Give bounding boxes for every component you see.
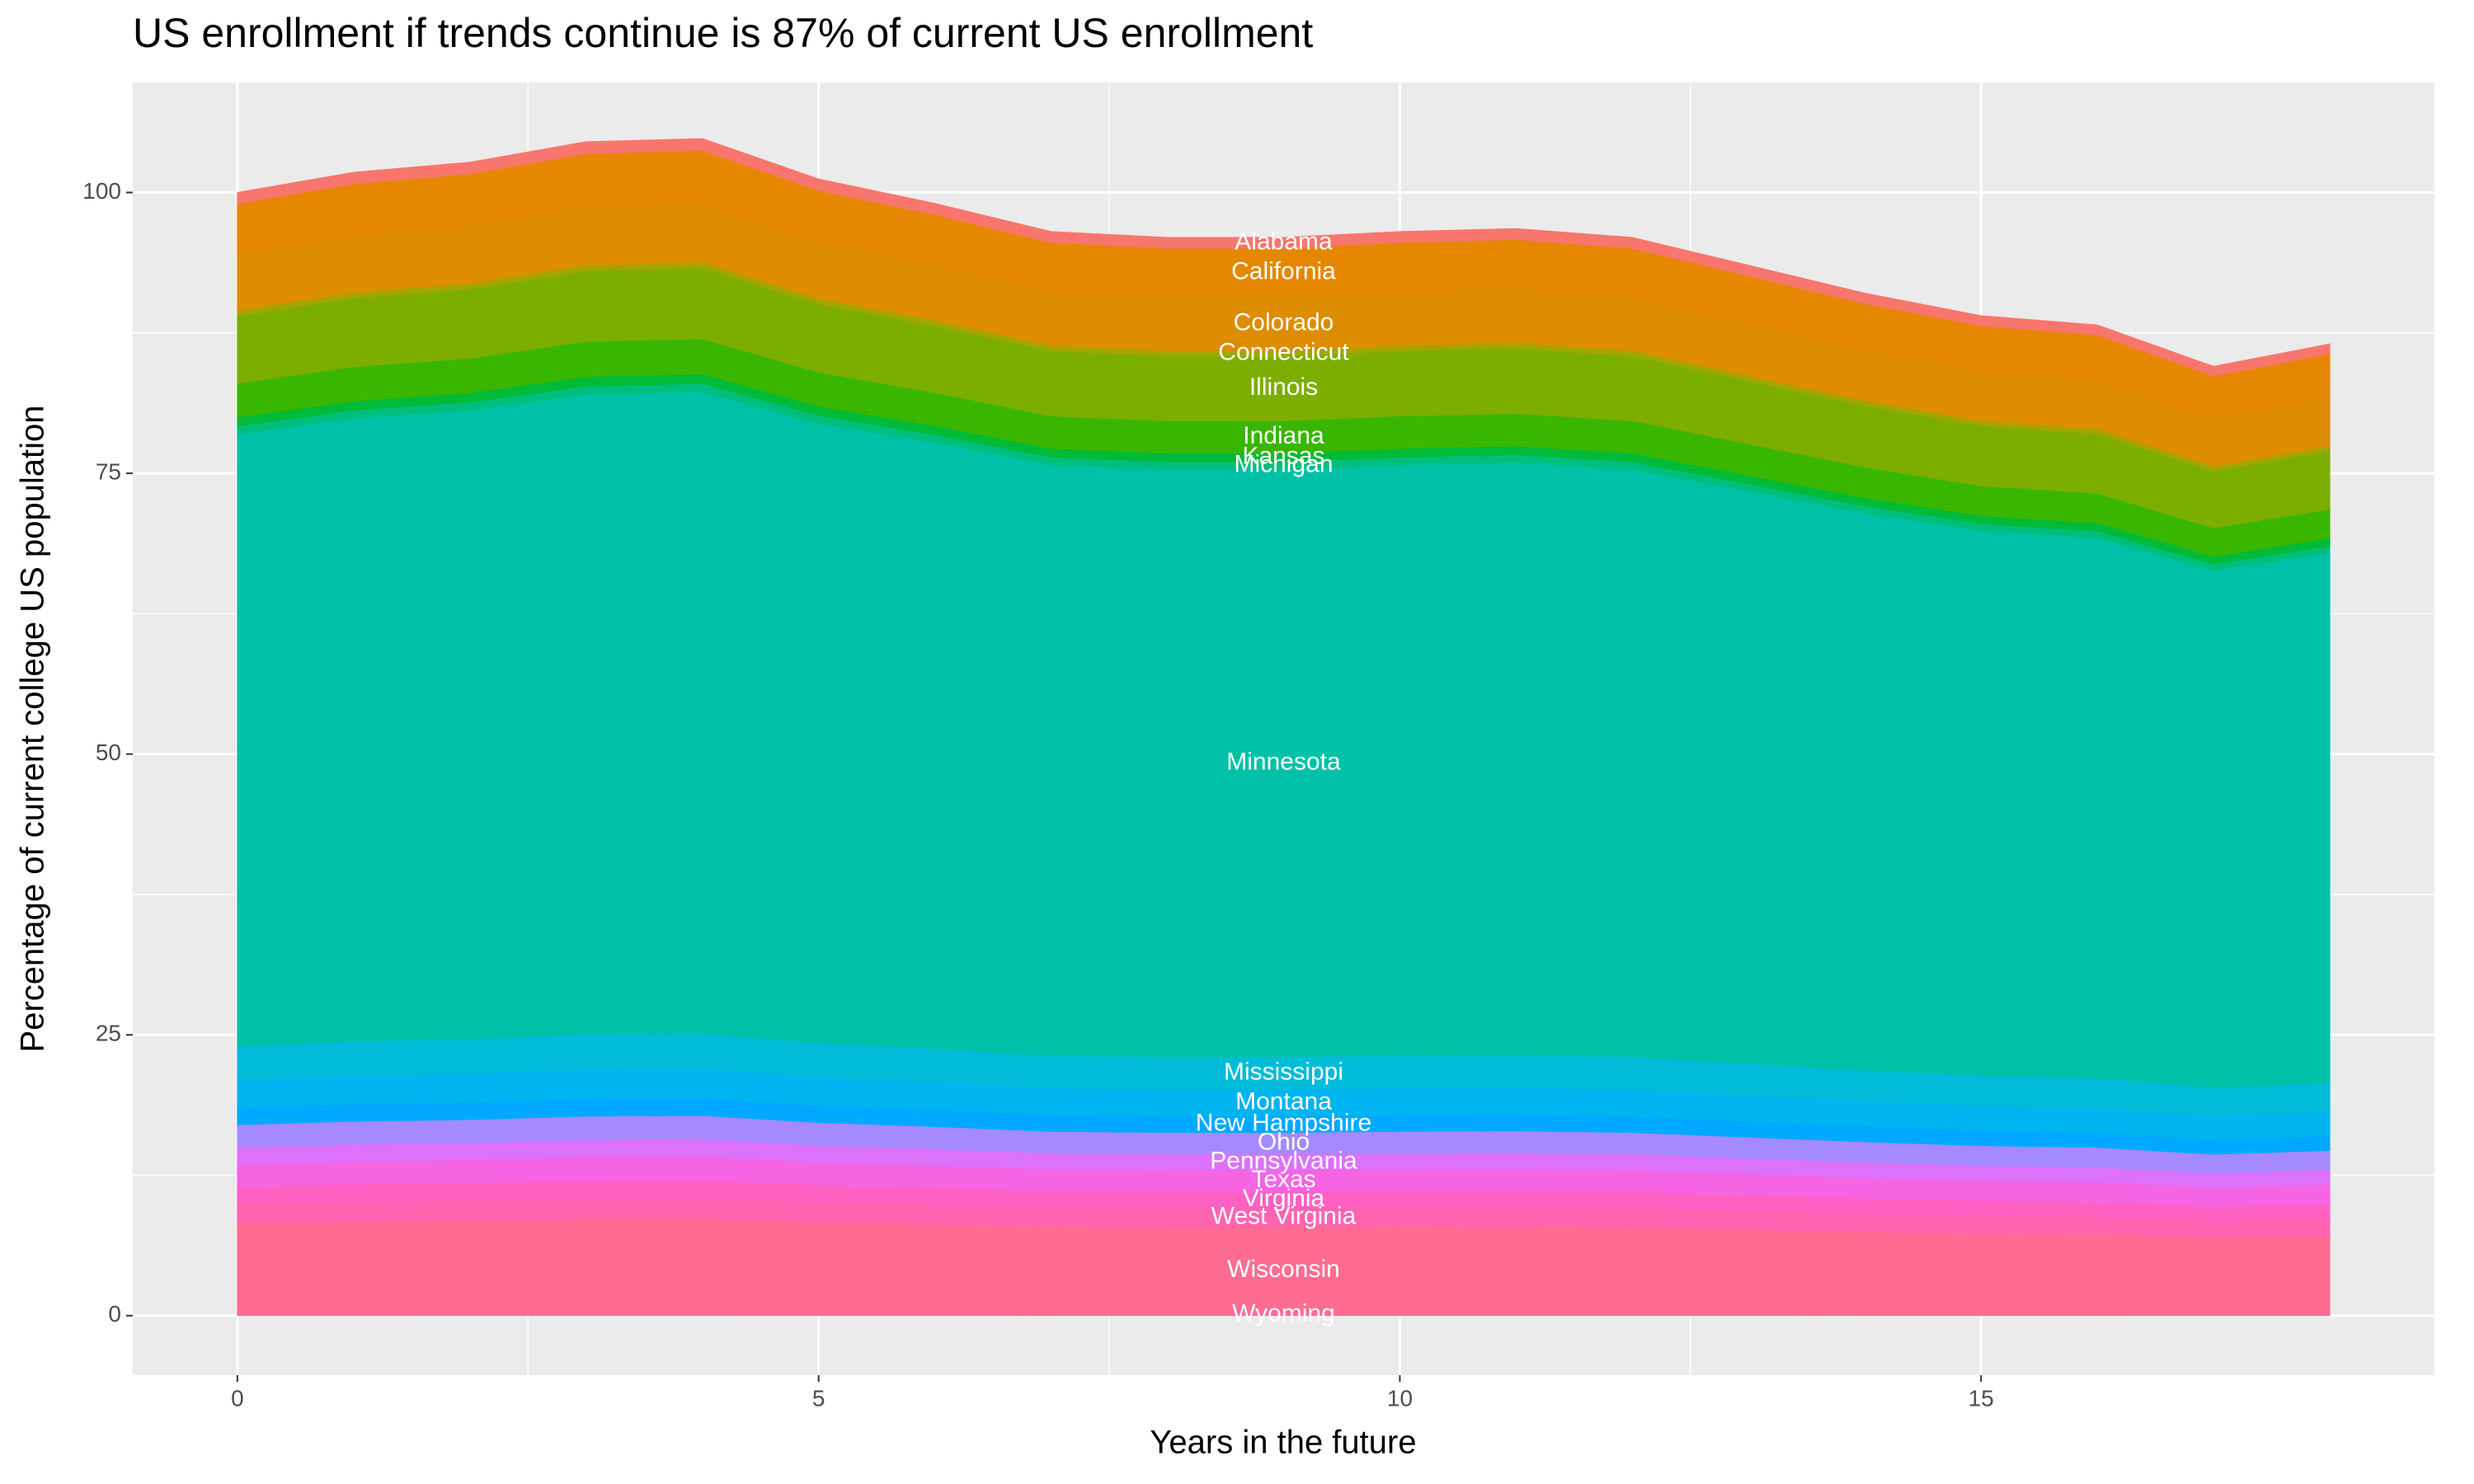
y-tick-label: 75 [96,458,121,484]
area-label: Alabama [1235,228,1333,255]
area-label: West Virginia [1211,1203,1357,1230]
y-axis-label: Percentage of current college US populat… [15,406,51,1053]
area-label: Virginia [1243,1185,1325,1212]
area-label: Montana [1235,1087,1332,1115]
area-label: Texas [1251,1166,1315,1193]
area-label: Indiana [1243,422,1324,449]
chart-title: US enrollment if trends continue is 87% … [133,10,1313,56]
x-tick-label: 5 [812,1385,825,1411]
area-label: New Hampshire [1196,1110,1371,1137]
y-tick-label: 50 [96,740,121,765]
area-label: Pennsylvania [1210,1147,1357,1174]
area-label: Mississippi [1224,1058,1343,1085]
x-axis-label: Years in the future [1150,1425,1416,1461]
area-label: Kansas [1242,443,1324,470]
area-label: Minnesota [1226,748,1341,775]
area-label: Illinois [1249,373,1318,401]
area-label: Colorado [1234,309,1334,336]
area-label: Wisconsin [1227,1256,1340,1283]
area-18 [237,138,2331,377]
area-label: Connecticut [1218,339,1349,366]
x-tick-label: 0 [231,1385,244,1411]
x-tick-label: 10 [1387,1385,1413,1411]
y-tick-label: 0 [108,1301,121,1327]
x-tick-label: 15 [1968,1385,1994,1411]
y-tick-label: 100 [82,178,121,204]
area-label: Ohio [1258,1128,1310,1155]
area-label: Michigan [1234,451,1333,478]
area-label: California [1231,257,1336,284]
area-label: Wyoming [1232,1299,1335,1327]
y-tick-label: 25 [96,1021,121,1046]
